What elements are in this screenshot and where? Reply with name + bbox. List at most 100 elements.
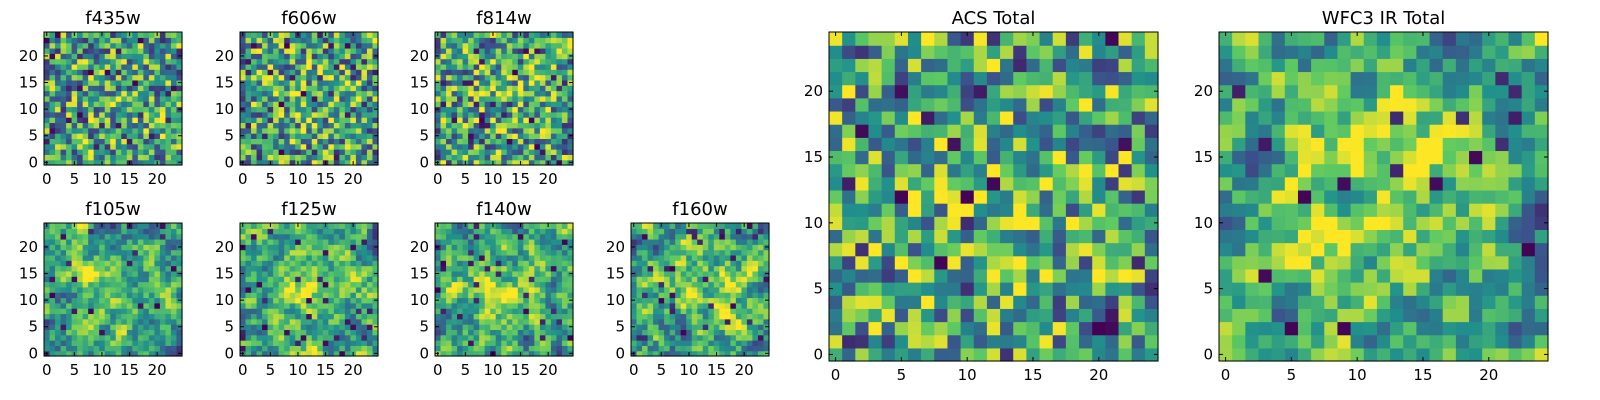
heatmap-cell — [894, 268, 909, 283]
heatmap-cell — [907, 203, 922, 217]
heatmap-cell — [730, 286, 737, 293]
heatmap-cell — [143, 133, 150, 139]
heatmap-cell — [77, 292, 84, 299]
heatmap-cell — [647, 276, 654, 283]
heatmap-cell — [686, 281, 693, 288]
heatmap-cell — [1118, 176, 1133, 191]
heatmap-cell — [550, 265, 558, 272]
heatmap-cell — [339, 127, 346, 134]
heatmap-cell — [539, 313, 546, 320]
heatmap-cell — [240, 37, 247, 44]
heatmap-cell — [512, 265, 519, 272]
heatmap-cell — [484, 238, 491, 245]
heatmap-cell — [534, 159, 541, 166]
heatmap-cell — [1144, 229, 1159, 244]
heatmap-cell — [267, 37, 274, 44]
x-tick-label: 5 — [461, 170, 471, 188]
heatmap-cell — [702, 340, 709, 346]
heatmap-cell — [1105, 282, 1120, 296]
heatmap-cell — [561, 254, 569, 261]
heatmap-cell — [501, 154, 508, 161]
heatmap-cell — [669, 318, 676, 325]
heatmap-cell — [88, 270, 95, 277]
heatmap-cell — [159, 350, 167, 357]
heatmap-cell — [986, 216, 1001, 230]
heatmap-cell — [675, 270, 682, 277]
heatmap-cell — [60, 297, 67, 304]
heatmap-cell — [115, 117, 122, 124]
heatmap-cell — [170, 47, 178, 54]
heatmap-cell — [528, 117, 535, 124]
heatmap-cell — [132, 249, 139, 256]
heatmap-cell — [680, 254, 687, 261]
heatmap-cell — [311, 149, 318, 155]
heatmap-cell — [730, 238, 737, 245]
heatmap-cell — [523, 106, 530, 113]
heatmap-cell — [1065, 255, 1080, 270]
heatmap-cell — [680, 249, 687, 256]
heatmap-cell — [512, 292, 519, 299]
heatmap-cell — [534, 111, 541, 118]
heatmap-cell — [262, 133, 269, 139]
heatmap-cell — [724, 223, 731, 229]
heatmap-cell — [148, 122, 155, 129]
x-tick-label: 0 — [42, 361, 52, 379]
heatmap-cell — [333, 117, 340, 124]
heatmap-cell — [986, 308, 1001, 323]
heatmap-cell — [284, 270, 291, 277]
heatmap-cell — [93, 117, 100, 124]
heatmap-cell — [273, 244, 280, 251]
heatmap-cell — [44, 286, 51, 293]
heatmap-cell — [457, 79, 464, 86]
heatmap-cell — [366, 58, 374, 65]
heatmap-cell — [468, 32, 475, 38]
heatmap-cell — [44, 127, 51, 134]
heatmap-cell — [278, 149, 285, 155]
heatmap-cell — [355, 122, 363, 129]
heatmap-cell — [697, 270, 704, 277]
heatmap-cell — [159, 286, 167, 293]
heatmap-cell — [289, 42, 296, 49]
heatmap-cell — [894, 242, 909, 257]
heatmap-cell — [121, 350, 128, 357]
heatmap-cell — [653, 260, 660, 267]
y-tick-label: 15 — [606, 265, 625, 283]
heatmap-cell — [121, 42, 128, 49]
heatmap-cell — [1052, 255, 1067, 270]
heatmap-cell — [550, 292, 558, 299]
heatmap-cell — [245, 133, 252, 139]
heatmap-cell — [855, 203, 870, 217]
heatmap-cell — [881, 334, 896, 349]
heatmap-cell — [344, 334, 351, 341]
heatmap-cell — [545, 270, 552, 277]
y-tick-label: 5 — [28, 318, 38, 336]
heatmap-cell — [713, 276, 720, 283]
heatmap-cell — [60, 276, 67, 283]
heatmap-cell — [658, 233, 665, 240]
heatmap-cell — [567, 32, 574, 38]
heatmap-cell — [446, 345, 453, 352]
heatmap-cell — [506, 340, 513, 346]
heatmap-cell — [251, 265, 258, 272]
heatmap-cell — [752, 233, 759, 240]
heatmap-cell — [539, 149, 546, 155]
heatmap-cell — [49, 159, 56, 166]
heatmap-cell — [66, 127, 73, 134]
heatmap-cell — [479, 345, 486, 352]
heatmap-cell — [154, 53, 161, 60]
heatmap-cell — [306, 159, 313, 166]
heatmap-cell — [240, 63, 247, 70]
heatmap-cell — [1092, 242, 1106, 257]
heatmap-cell — [88, 143, 95, 150]
heatmap-cell — [176, 37, 183, 44]
heatmap-cell — [104, 350, 111, 357]
heatmap-cell — [517, 154, 524, 161]
heatmap-cell — [49, 334, 56, 341]
heatmap-cell — [148, 345, 155, 352]
heatmap-cell — [366, 122, 374, 129]
heatmap-cell — [350, 143, 357, 150]
heatmap-cell — [245, 42, 252, 49]
heatmap-cell — [556, 302, 563, 309]
heatmap-cell — [495, 122, 502, 129]
heatmap-cell — [435, 308, 442, 315]
